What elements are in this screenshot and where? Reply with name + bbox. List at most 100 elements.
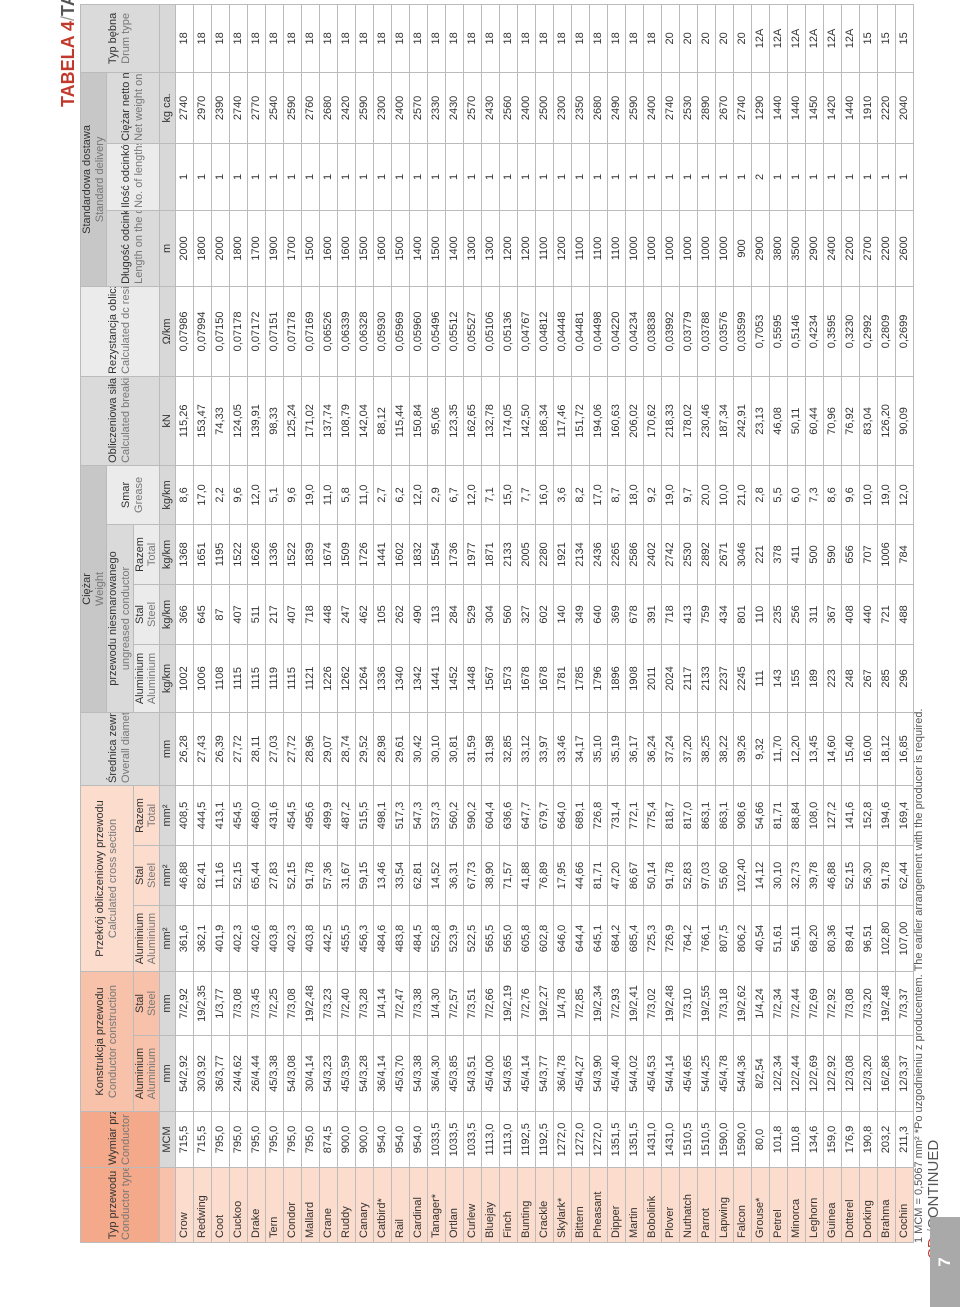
table-cell: 1452 bbox=[445, 644, 464, 713]
table-cell: 3500 bbox=[787, 210, 806, 287]
footnote: 1 MCM = 0,5067 mm² *Po uzgodnieniu z pro… bbox=[913, 708, 925, 1244]
table-cell: 126,20 bbox=[877, 376, 896, 466]
table-row: Falcon 1590,0 54/4,36 19/2,62 806,2 102,40 908… bbox=[733, 4, 752, 1243]
table-cell: 1340 bbox=[391, 644, 410, 713]
table-row: Lapwing 1590,0 45/4,78 7/3,18 807,5 55,60 863,… bbox=[715, 4, 734, 1243]
table-cell: 54,66 bbox=[751, 785, 770, 846]
table-row: Guinea 159,0 12/2,92 7/2,92 80,36 46,88 127,2 1… bbox=[823, 4, 842, 1243]
table-cell: 499,9 bbox=[319, 785, 338, 846]
table-cell: 0,03992 bbox=[661, 286, 680, 377]
table-cell: 242,91 bbox=[733, 376, 752, 466]
table-cell: 127,2 bbox=[823, 785, 842, 846]
table-cell: 707 bbox=[859, 524, 878, 585]
table-cell: 2540 bbox=[265, 72, 284, 144]
table-cell: 26,39 bbox=[211, 712, 230, 786]
table-cell: 9,7 bbox=[679, 465, 698, 525]
table-cell: 718 bbox=[661, 584, 680, 645]
table-cell: 19,0 bbox=[877, 465, 896, 525]
table-cell: 31,59 bbox=[463, 712, 482, 786]
table-cell: 7/3,23 bbox=[319, 971, 338, 1036]
table-cell: 18 bbox=[445, 4, 464, 73]
table-cell: 1195 bbox=[211, 524, 230, 585]
table-cell: 2671 bbox=[715, 524, 734, 585]
table-cell: 454,5 bbox=[283, 785, 302, 846]
table-cell: 1119 bbox=[265, 644, 284, 713]
header-cross-alu: Aluminium Aluminium bbox=[133, 905, 160, 972]
table-cell: 0,07172 bbox=[247, 286, 266, 377]
table-cell: 20,0 bbox=[697, 465, 716, 525]
table-cell: 159,0 bbox=[823, 1111, 842, 1168]
conductor-name: Pheasant bbox=[589, 1167, 608, 1243]
table-cell: 45/3,38 bbox=[265, 1035, 284, 1112]
table-cell: 1 bbox=[319, 143, 338, 211]
table-cell: 1 bbox=[859, 143, 878, 211]
table-cell: 434 bbox=[715, 584, 734, 645]
table-cell: 900,0 bbox=[337, 1111, 356, 1168]
table-cell: 1441 bbox=[373, 524, 392, 585]
table-cell: 0,03838 bbox=[643, 286, 662, 377]
table-cell: 401,9 bbox=[211, 905, 230, 972]
table-cell: 726,8 bbox=[589, 785, 608, 846]
table-cell: 784 bbox=[895, 524, 914, 585]
table-cell: 2586 bbox=[625, 524, 644, 585]
table-cell: 143 bbox=[769, 644, 788, 713]
table-cell: 35,10 bbox=[589, 712, 608, 786]
table-cell: 1 bbox=[481, 143, 500, 211]
table-cell: 515,5 bbox=[355, 785, 374, 846]
conductor-name: Cuckoo bbox=[229, 1167, 248, 1243]
table-cell: 101,8 bbox=[769, 1111, 788, 1168]
header-lengths: Ilość odcinków na bębnie No. of lengths o… bbox=[106, 143, 160, 211]
table-cell: 2300 bbox=[373, 72, 392, 144]
table-cell: 151,72 bbox=[571, 376, 590, 466]
table-cell: 52,15 bbox=[283, 845, 302, 906]
table-cell: 311 bbox=[805, 584, 824, 645]
table-row: Plover 1431,0 54/4,14 19/2,48 726,9 91,78 818,… bbox=[661, 4, 680, 1243]
table-cell: 190,8 bbox=[859, 1111, 878, 1168]
table-cell: 296 bbox=[895, 644, 914, 713]
table-cell: 97,03 bbox=[697, 845, 716, 906]
table-title: TABELA 4/TABLE 4 bbox=[58, 0, 79, 107]
conductor-name: Drake bbox=[247, 1167, 266, 1243]
table-cell: 2530 bbox=[679, 72, 698, 144]
table-cell: 1290 bbox=[751, 72, 770, 144]
table-cell: 18 bbox=[175, 4, 194, 73]
table-cell: 194,06 bbox=[589, 376, 608, 466]
table-cell: 54/4,36 bbox=[733, 1035, 752, 1112]
table-cell: 7/2,47 bbox=[391, 971, 410, 1036]
table-cell: 2400 bbox=[391, 72, 410, 144]
table-cell: 3046 bbox=[733, 524, 752, 585]
table-cell: 2680 bbox=[319, 72, 338, 144]
table-cell: 141,6 bbox=[841, 785, 860, 846]
table-cell: 110 bbox=[751, 584, 770, 645]
table-cell: 1509 bbox=[337, 524, 356, 585]
table-cell: 76,92 bbox=[841, 376, 860, 466]
table-cell: 645,1 bbox=[589, 905, 608, 972]
table-cell: 18 bbox=[301, 4, 320, 73]
table-cell: 33,97 bbox=[535, 712, 554, 786]
table-cell: 33,12 bbox=[517, 712, 536, 786]
table-cell: 155 bbox=[787, 644, 806, 713]
table-cell: 1000 bbox=[643, 210, 662, 287]
table-cell: 511 bbox=[247, 584, 266, 645]
conductor-name: Crackle bbox=[535, 1167, 554, 1243]
table-cell: 874,5 bbox=[319, 1111, 338, 1168]
conductor-name: Crow bbox=[175, 1167, 194, 1243]
conductor-name: Catbird* bbox=[373, 1167, 392, 1243]
table-cell: 187,34 bbox=[715, 376, 734, 466]
table-cell: 11,0 bbox=[355, 465, 374, 525]
conductor-name: Petrel bbox=[769, 1167, 788, 1243]
table-cell: 132,78 bbox=[481, 376, 500, 466]
table-cell: 18 bbox=[499, 4, 518, 73]
table-cell: 19/2,35 bbox=[193, 971, 212, 1036]
table-cell: 7/2,69 bbox=[805, 971, 824, 1036]
table-cell: 1100 bbox=[535, 210, 554, 287]
table-cell: 2500 bbox=[535, 72, 554, 144]
table-cell: 29,07 bbox=[319, 712, 338, 786]
table-cell: 37,20 bbox=[679, 712, 698, 786]
table-cell: 18 bbox=[409, 4, 428, 73]
table-cell: 1522 bbox=[283, 524, 302, 585]
table-row: Bluejay 1113,0 45/4,00 7/2,66 565,5 38,90 604,… bbox=[481, 4, 500, 1243]
table-row: Dorking 190,8 12/3,20 7/3,20 96,51 56,30 152,8… bbox=[859, 4, 878, 1243]
table-cell: 18 bbox=[463, 4, 482, 73]
table-cell: 1 bbox=[355, 143, 374, 211]
